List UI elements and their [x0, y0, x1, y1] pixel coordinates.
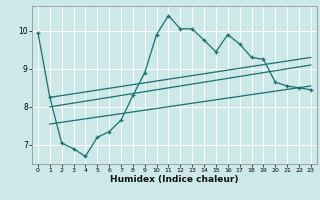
X-axis label: Humidex (Indice chaleur): Humidex (Indice chaleur) [110, 175, 239, 184]
